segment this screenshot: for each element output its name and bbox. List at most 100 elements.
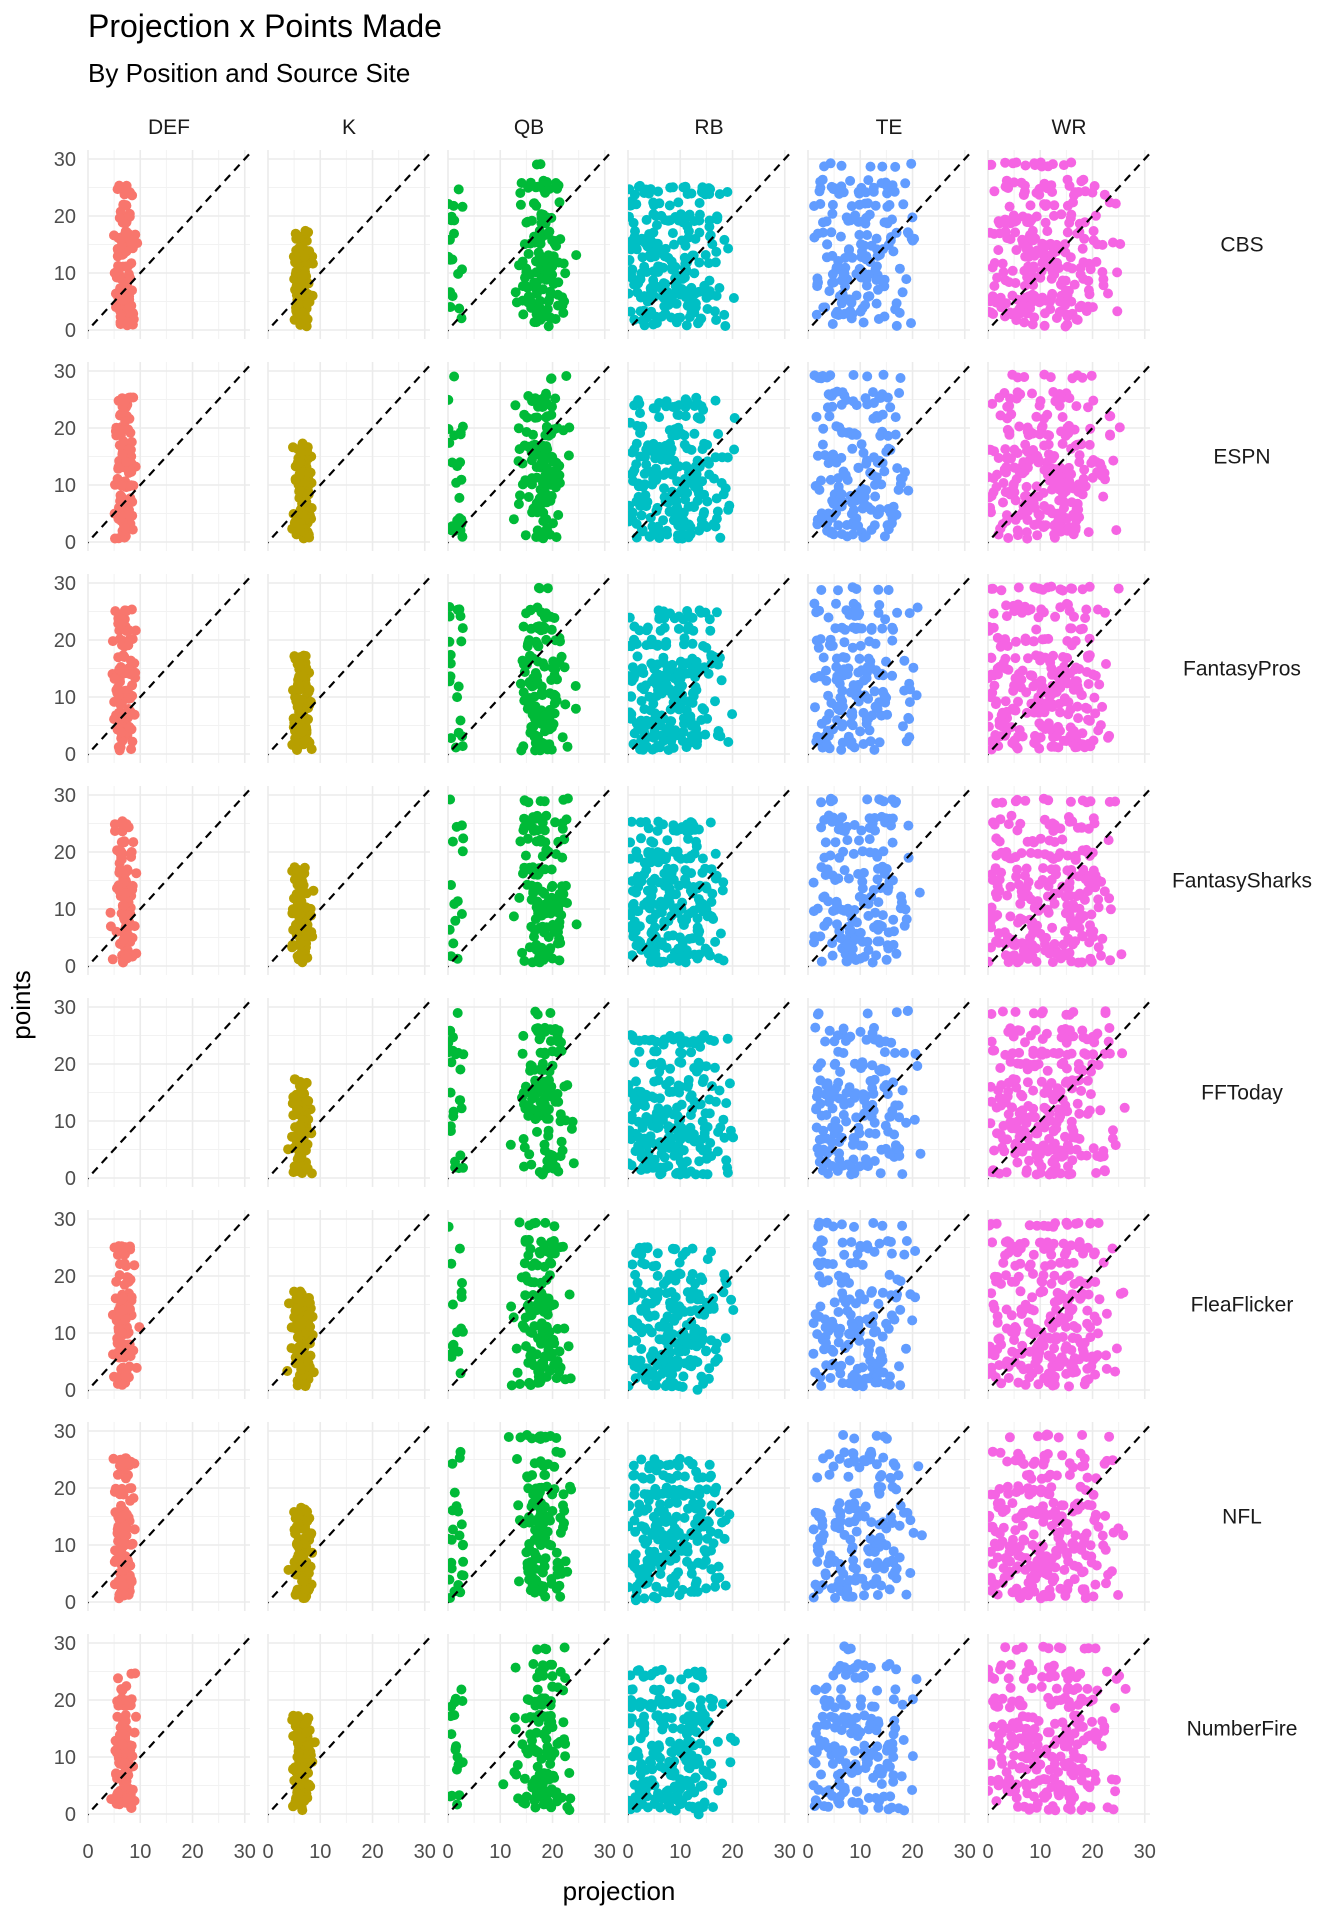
point xyxy=(647,914,658,925)
point xyxy=(709,1036,719,1046)
point xyxy=(518,621,529,632)
point xyxy=(647,898,658,909)
point xyxy=(988,296,995,307)
point xyxy=(1072,822,1083,833)
point xyxy=(632,651,643,662)
point xyxy=(448,658,455,668)
point xyxy=(520,850,531,861)
point xyxy=(113,652,124,663)
point xyxy=(530,914,541,924)
point xyxy=(296,1151,307,1162)
point xyxy=(1031,956,1042,967)
point xyxy=(831,653,842,664)
point xyxy=(855,927,866,938)
point xyxy=(640,1101,650,1111)
point xyxy=(814,1148,825,1159)
point xyxy=(1018,501,1029,512)
point xyxy=(535,796,546,807)
point xyxy=(532,1009,543,1020)
point xyxy=(683,232,694,243)
point xyxy=(1076,300,1087,311)
point xyxy=(861,254,872,265)
point xyxy=(844,907,855,918)
point xyxy=(456,636,467,647)
point xyxy=(680,874,691,885)
points-wr xyxy=(988,793,1127,968)
point xyxy=(1030,233,1041,244)
point xyxy=(645,956,656,967)
point xyxy=(912,602,923,613)
point xyxy=(111,430,122,441)
point xyxy=(672,846,683,857)
point xyxy=(556,1136,567,1147)
point xyxy=(1047,187,1058,197)
point xyxy=(988,817,998,828)
points-wr xyxy=(988,369,1125,544)
point xyxy=(533,641,544,652)
point xyxy=(516,745,527,756)
point xyxy=(662,1104,673,1115)
point xyxy=(648,209,659,219)
point xyxy=(884,200,895,210)
point xyxy=(1113,583,1124,594)
point xyxy=(515,490,525,501)
point xyxy=(122,261,133,272)
point xyxy=(904,732,915,743)
panel-cbs-k xyxy=(267,150,430,339)
point xyxy=(692,736,703,747)
point xyxy=(628,255,634,266)
point xyxy=(868,387,878,398)
point xyxy=(883,430,893,441)
point xyxy=(690,883,701,894)
point xyxy=(527,474,538,485)
point xyxy=(825,1087,836,1098)
point xyxy=(1105,955,1116,966)
points-k xyxy=(288,225,318,332)
point xyxy=(827,449,838,460)
points-wr xyxy=(988,157,1126,332)
point xyxy=(452,692,463,703)
point xyxy=(690,288,701,299)
point xyxy=(656,1061,667,1071)
point xyxy=(511,297,522,308)
point xyxy=(864,834,875,845)
point xyxy=(1061,309,1072,320)
point xyxy=(650,475,661,486)
point xyxy=(868,413,879,424)
point xyxy=(1086,909,1097,920)
point xyxy=(692,953,703,964)
point xyxy=(903,820,914,831)
point xyxy=(550,900,561,911)
point xyxy=(1036,1008,1047,1019)
point xyxy=(1011,938,1022,949)
point xyxy=(1031,411,1042,422)
point xyxy=(894,307,905,318)
point xyxy=(1066,583,1076,594)
point xyxy=(857,492,868,503)
point xyxy=(688,1036,699,1046)
point xyxy=(892,607,903,618)
point xyxy=(1045,304,1056,315)
point xyxy=(879,531,890,542)
point xyxy=(645,1059,656,1070)
point xyxy=(653,521,664,532)
point xyxy=(717,885,728,896)
point xyxy=(996,585,1007,596)
point xyxy=(1055,462,1066,473)
point xyxy=(457,623,468,634)
point xyxy=(448,291,458,302)
point xyxy=(1054,698,1065,709)
point xyxy=(857,303,868,314)
point xyxy=(885,508,896,518)
point xyxy=(706,650,717,661)
point xyxy=(710,848,721,859)
point xyxy=(449,228,459,239)
point xyxy=(821,665,831,676)
point xyxy=(1037,238,1048,249)
point xyxy=(105,921,116,932)
points-te xyxy=(810,1005,926,1180)
point xyxy=(636,510,647,521)
point xyxy=(989,258,1000,268)
point xyxy=(1060,275,1071,286)
point xyxy=(659,900,670,911)
